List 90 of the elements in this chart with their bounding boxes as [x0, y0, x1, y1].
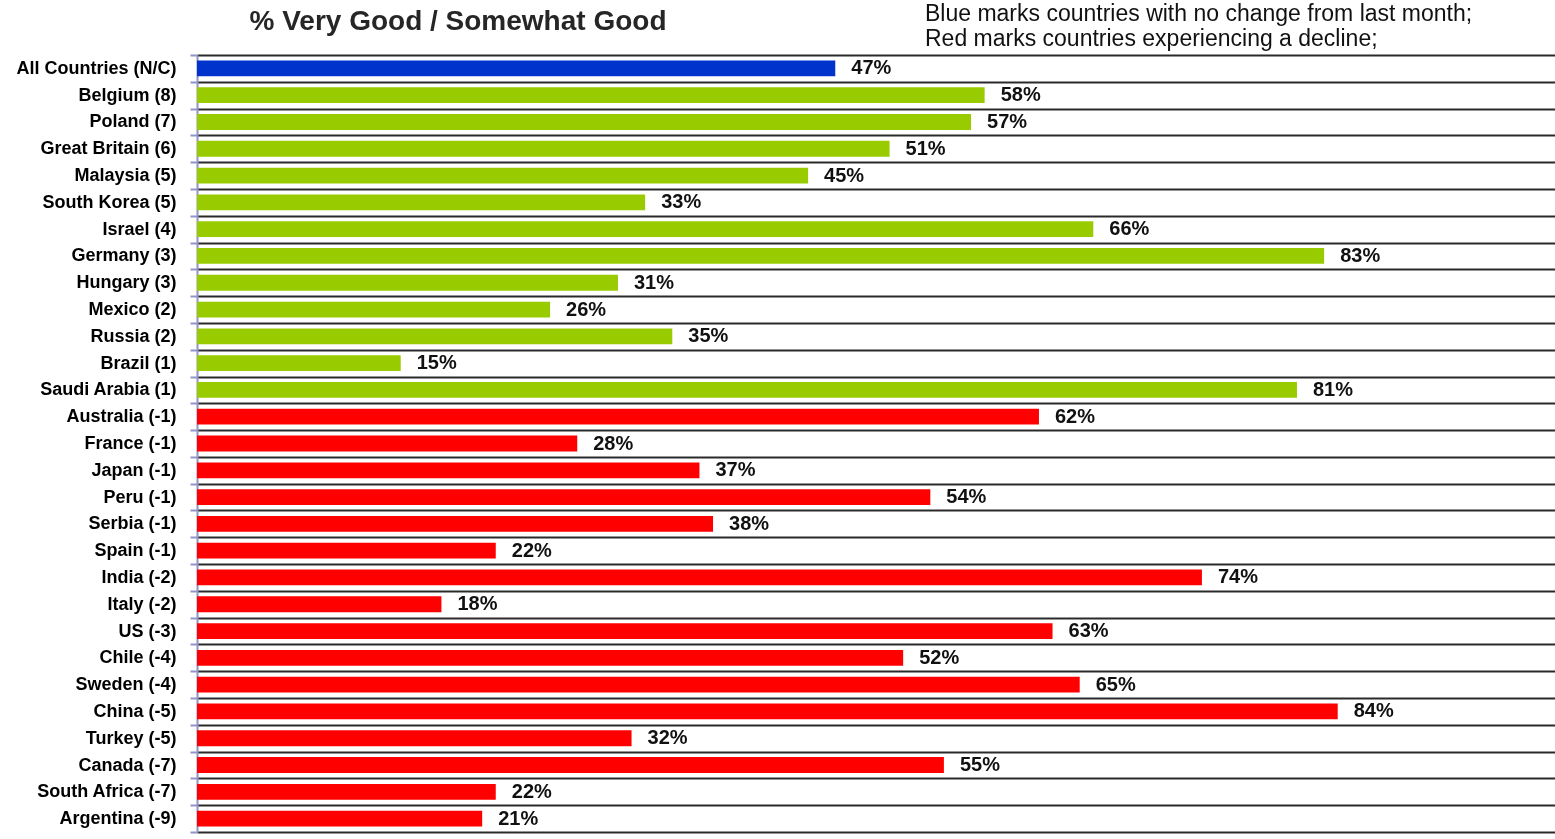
- data-label: 18%: [457, 592, 498, 615]
- y-tick-label: China (-5): [93, 700, 177, 721]
- bar: [197, 703, 1338, 720]
- bar: [197, 221, 1094, 238]
- y-tick-label: Israel (4): [102, 218, 177, 239]
- bar: [197, 167, 809, 184]
- data-label: 81%: [1312, 377, 1354, 400]
- bar: [197, 462, 700, 479]
- bar: [197, 757, 944, 773]
- data-label: 51%: [905, 136, 946, 159]
- data-label: 33%: [661, 190, 702, 213]
- y-tick-label: Argentina (-9): [59, 808, 177, 829]
- y-tick-label: Belgium (8): [78, 84, 177, 105]
- data-label: 26%: [566, 297, 607, 320]
- y-tick-label: Sweden (-4): [75, 674, 177, 695]
- bar: [197, 515, 714, 532]
- y-tick-label: Germany (3): [71, 245, 177, 266]
- data-label: 52%: [919, 645, 960, 668]
- bar: [197, 301, 551, 318]
- bar: [197, 87, 985, 104]
- bar: [197, 274, 618, 291]
- data-label: 83%: [1340, 243, 1381, 266]
- data-label: 58%: [1000, 83, 1041, 106]
- text: Blue marks countries with no change from last month;: [925, 0, 1473, 26]
- bar: [197, 489, 931, 505]
- data-label: 47%: [851, 56, 892, 79]
- bar: [197, 596, 442, 613]
- data-label: 21%: [498, 806, 539, 829]
- bar: [197, 248, 1325, 264]
- data-label: 35%: [688, 324, 729, 347]
- y-tick-label: Japan (-1): [91, 459, 177, 480]
- y-tick-label: All Countries (N/C): [16, 57, 177, 78]
- y-tick-label: Serbia (-1): [88, 513, 177, 534]
- bar: [197, 140, 890, 157]
- bar: [197, 730, 632, 747]
- y-tick-label: Mexico (2): [88, 299, 177, 320]
- y-tick-label: Saudi Arabia (1): [40, 379, 177, 400]
- y-tick-label: Brazil (1): [100, 352, 177, 373]
- y-tick-label: South Africa (-7): [37, 781, 177, 802]
- data-label: 55%: [959, 753, 1001, 776]
- bar: [197, 408, 1039, 425]
- bar: [197, 676, 1080, 693]
- data-label: 54%: [946, 485, 987, 508]
- y-tick-label: Chile (-4): [99, 647, 177, 668]
- y-tick-label: Malaysia (5): [74, 165, 177, 186]
- bar: [197, 623, 1053, 639]
- data-label: 15%: [416, 351, 457, 374]
- y-tick-label: Turkey (-5): [85, 727, 177, 748]
- data-label: 57%: [987, 109, 1028, 132]
- data-label: 62%: [1054, 404, 1096, 427]
- data-label: 65%: [1095, 672, 1136, 695]
- bar: [197, 569, 1202, 586]
- bar: [197, 649, 904, 666]
- data-label: 74%: [1217, 565, 1259, 588]
- y-tick-label: Great Britain (6): [40, 138, 177, 159]
- bar: [197, 542, 496, 559]
- y-tick-label: US (-3): [118, 620, 177, 641]
- y-tick-label: India (-2): [101, 566, 177, 587]
- y-tick-label: South Korea (5): [42, 191, 177, 212]
- data-label: 22%: [511, 538, 553, 561]
- data-label: 63%: [1068, 619, 1109, 642]
- y-tick-label: Poland (7): [89, 111, 177, 132]
- y-tick-label: Australia (-1): [66, 406, 177, 427]
- y-tick-label: Italy (-2): [107, 593, 177, 614]
- data-label: 45%: [824, 163, 865, 186]
- bar: [197, 435, 578, 452]
- y-tick-label: Spain (-1): [94, 540, 177, 561]
- bar: [197, 355, 401, 372]
- data-label: 37%: [715, 458, 756, 481]
- data-label: 28%: [593, 431, 634, 454]
- data-label: 66%: [1109, 217, 1150, 240]
- bar: [197, 194, 646, 211]
- data-label: 31%: [633, 270, 675, 293]
- bar: [197, 328, 673, 345]
- data-label: 22%: [511, 779, 553, 802]
- data-label: 32%: [647, 726, 688, 749]
- bar: [197, 783, 496, 800]
- bar: [197, 114, 972, 130]
- bar: [197, 810, 483, 827]
- text: Red marks countries experiencing a decline;: [925, 25, 1378, 51]
- chart-title: % Very Good / Somewhat Good: [249, 5, 667, 36]
- bar: [197, 60, 836, 77]
- y-tick-label: France (-1): [84, 433, 177, 453]
- y-tick-label: Russia (2): [90, 325, 177, 346]
- data-label: 38%: [729, 511, 770, 534]
- bar: [197, 382, 1297, 398]
- y-tick-label: Peru (-1): [103, 486, 177, 507]
- y-tick-label: Hungary (3): [76, 272, 177, 293]
- y-tick-label: Canada (-7): [78, 754, 177, 775]
- data-label: 84%: [1353, 699, 1394, 722]
